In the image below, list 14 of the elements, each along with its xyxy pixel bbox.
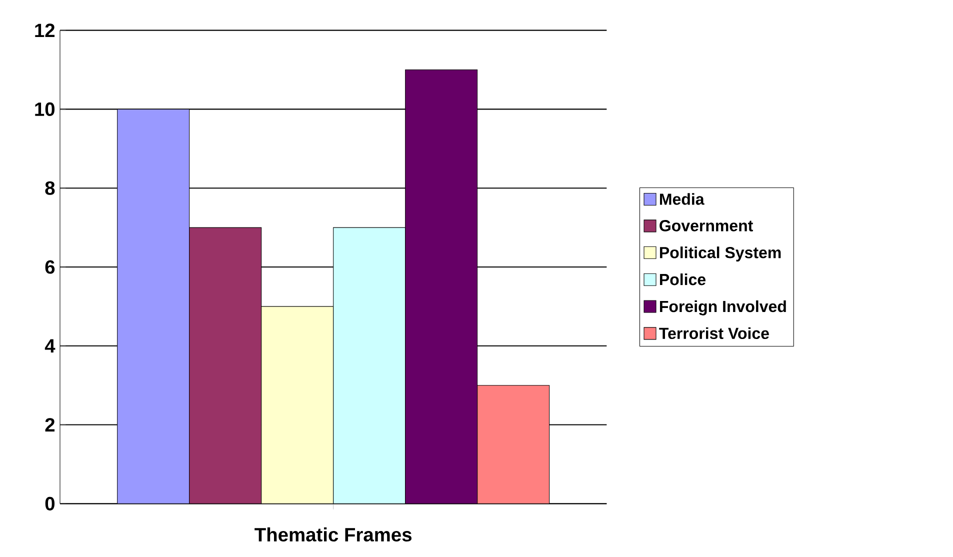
y-tick-label: 6 bbox=[45, 260, 55, 274]
y-tick-label: 2 bbox=[45, 418, 55, 432]
y-tick-label: 10 bbox=[35, 102, 54, 116]
x-tick-label: Thematic Frames bbox=[254, 527, 412, 542]
y-tick-label: 12 bbox=[35, 24, 55, 38]
y-tick-label: 4 bbox=[44, 339, 56, 352]
legend-label: Political System bbox=[660, 246, 781, 262]
y-tick-label: 8 bbox=[45, 181, 55, 195]
legend-label: Police bbox=[660, 273, 706, 286]
legend-label: Foreign Involved bbox=[660, 300, 786, 316]
y-tick-label: 0 bbox=[45, 496, 55, 510]
legend-label: Media bbox=[660, 193, 704, 205]
legend-label: Government bbox=[660, 220, 753, 232]
legend-label: Terrorist Voice bbox=[659, 327, 769, 340]
